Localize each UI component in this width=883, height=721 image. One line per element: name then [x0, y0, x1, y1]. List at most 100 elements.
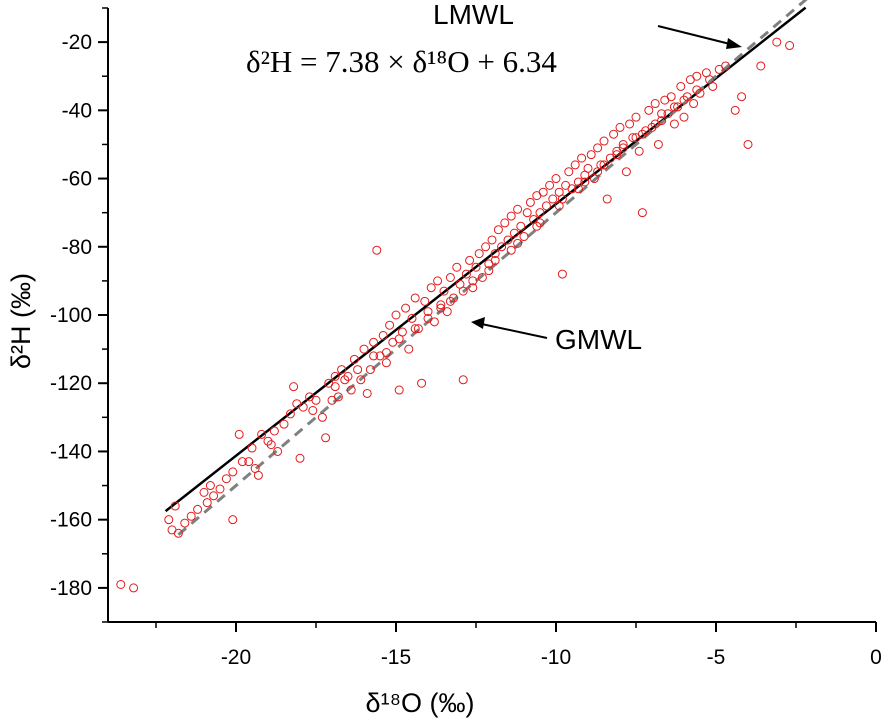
data-point: [404, 344, 414, 354]
data-point: [522, 208, 532, 218]
data-point: [423, 313, 433, 323]
data-point: [666, 92, 676, 102]
data-point: [756, 61, 766, 71]
data-point: [513, 238, 523, 248]
data-point: [449, 293, 459, 303]
data-point: [705, 75, 715, 85]
data-point: [420, 296, 430, 306]
data-point: [209, 491, 219, 501]
data-point: [509, 228, 519, 238]
y-tick-label: -140: [50, 440, 92, 463]
data-point: [289, 382, 299, 392]
data-point: [564, 167, 574, 177]
data-point: [621, 167, 631, 177]
data-point: [647, 122, 657, 132]
data-point: [618, 139, 628, 149]
data-point: [407, 313, 417, 323]
data-point: [551, 174, 561, 184]
data-point: [586, 150, 596, 160]
data-point: [481, 242, 491, 252]
data-point: [583, 163, 593, 173]
data-point: [580, 177, 590, 187]
data-point: [413, 324, 423, 334]
data-point: [490, 249, 500, 259]
data-point: [695, 88, 705, 98]
y-tick-label: -120: [50, 372, 92, 395]
data-point: [263, 436, 273, 446]
data-point: [692, 85, 702, 95]
data-point: [737, 92, 747, 102]
data-point: [599, 160, 609, 170]
y-tick-label: -80: [62, 236, 92, 259]
y-axis-title: δ²H (‰): [6, 273, 36, 369]
data-point: [487, 235, 497, 245]
data-point: [439, 286, 449, 296]
data-point: [625, 119, 635, 129]
data-point: [215, 484, 225, 494]
data-point: [378, 330, 388, 340]
data-point: [461, 269, 471, 279]
data-point: [573, 184, 583, 194]
data-point: [490, 255, 500, 265]
data-point: [359, 344, 369, 354]
data-point: [257, 429, 267, 439]
y-tick-label: -40: [62, 99, 92, 122]
data-point: [535, 208, 545, 218]
data-point: [199, 487, 209, 497]
data-point: [644, 105, 654, 115]
lmwl-arrow: [657, 25, 739, 47]
data-point: [381, 358, 391, 368]
x-tick-label: -20: [221, 646, 251, 669]
data-point: [689, 99, 699, 109]
data-point: [311, 395, 321, 405]
data-point: [493, 225, 503, 235]
data-point: [637, 208, 647, 218]
y-tick-label: -100: [50, 304, 92, 327]
data-point: [423, 307, 433, 317]
data-point: [381, 348, 391, 358]
data-point: [541, 201, 551, 211]
data-point: [500, 218, 510, 228]
x-axis-title: δ¹⁸O (‰): [366, 688, 475, 718]
data-point: [273, 446, 283, 456]
data-point: [330, 371, 340, 381]
data-point: [365, 365, 375, 375]
data-point: [669, 102, 679, 112]
data-point: [385, 320, 395, 330]
data-point: [634, 146, 644, 156]
data-point: [164, 515, 174, 525]
lmwl-equation: δ²H = 7.38 × δ¹⁸O + 6.34: [246, 44, 557, 79]
data-point: [650, 119, 660, 129]
data-point: [436, 303, 446, 313]
data-point: [628, 133, 638, 143]
data-point: [228, 515, 238, 525]
x-tick-label: 0: [870, 646, 882, 669]
data-point: [657, 109, 667, 119]
data-point: [599, 136, 609, 146]
lmwl-arrowhead: [726, 38, 742, 49]
data-point: [567, 184, 577, 194]
gmwl-label: GMWL: [555, 324, 642, 355]
data-point: [410, 293, 420, 303]
data-point: [631, 112, 641, 122]
y-tick-label: -160: [50, 509, 92, 532]
data-point: [593, 143, 603, 153]
data-point: [525, 197, 535, 207]
lmwl-label: LMWL: [433, 0, 514, 30]
data-point: [180, 518, 190, 528]
data-points: [116, 37, 795, 593]
data-point: [279, 419, 289, 429]
data-point: [679, 112, 689, 122]
data-point: [321, 433, 331, 443]
x-tick-label: -10: [541, 646, 571, 669]
data-point: [609, 129, 619, 139]
data-point: [637, 129, 647, 139]
data-point: [679, 95, 689, 105]
data-point: [266, 440, 276, 450]
data-point: [519, 232, 529, 242]
data-point: [346, 385, 356, 395]
data-point: [570, 160, 580, 170]
data-point: [676, 81, 686, 91]
data-point: [356, 375, 366, 385]
